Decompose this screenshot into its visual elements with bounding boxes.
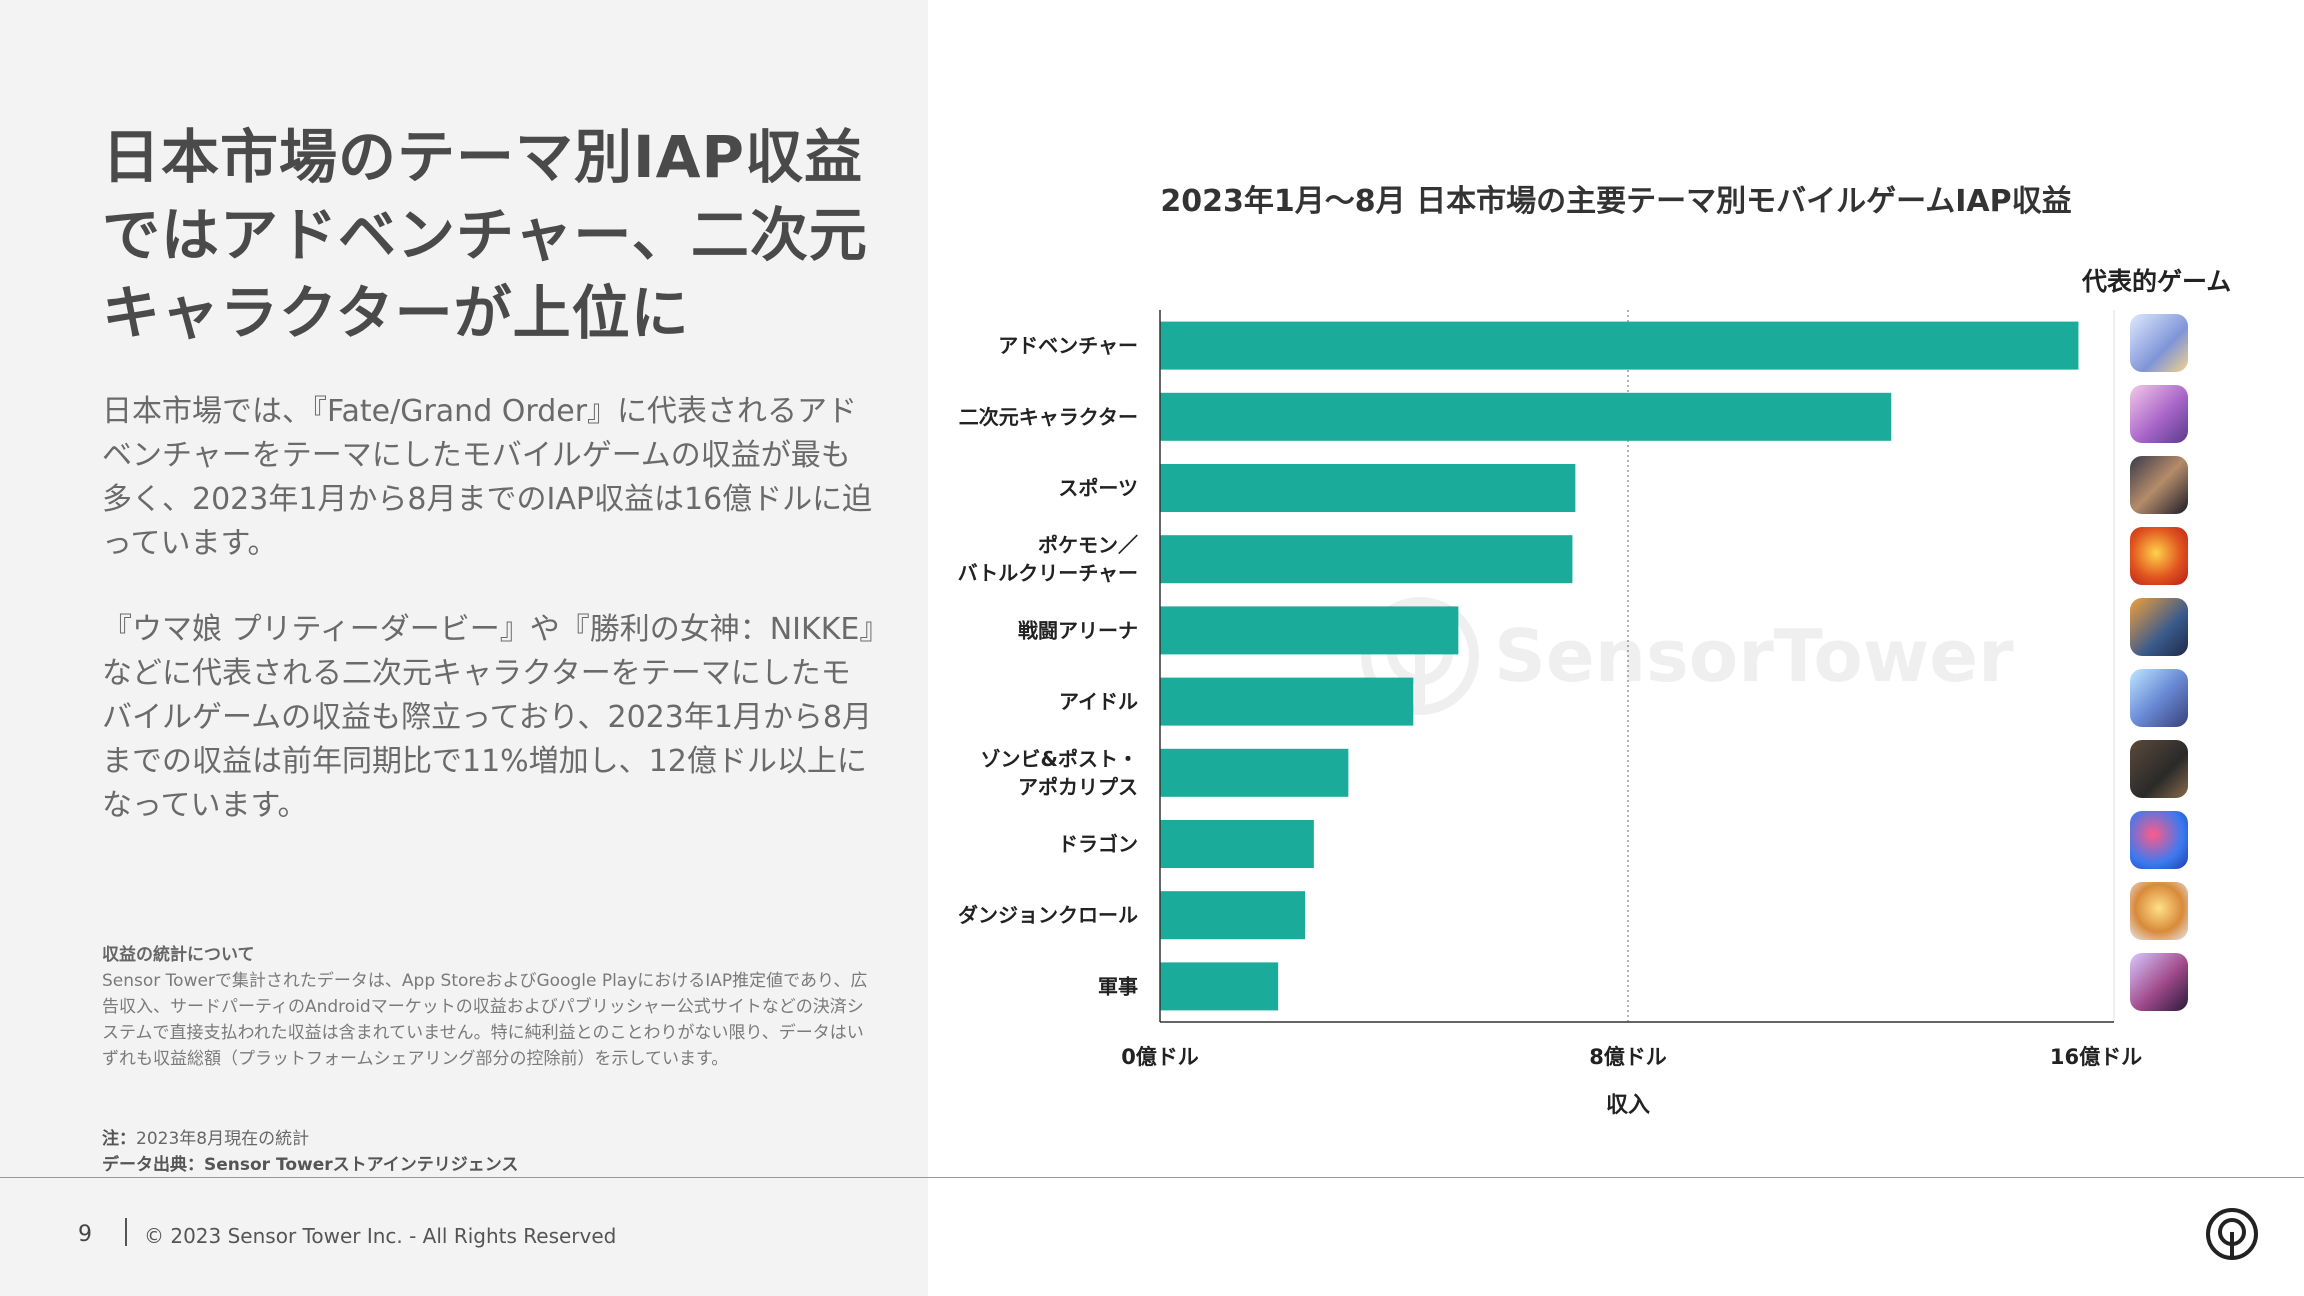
note-label: 注： (102, 1129, 136, 1149)
stats-note-text: Sensor Towerで集計されたデータは、App StoreおよびGoogl… (102, 971, 868, 1069)
x-tick-label: 16億ドル (2050, 1045, 2142, 1069)
bar (1160, 748, 1349, 797)
stats-note-heading: 収益の統計について (102, 945, 255, 965)
category-label: スポーツ (1058, 476, 1138, 500)
chart-panel (928, 0, 2304, 1296)
source-label: データ出典： (102, 1155, 204, 1175)
bar (1160, 962, 1279, 1011)
body-paragraph-2: 『ウマ娘 プリティーダービー』や『勝利の女神：NIKKE』などに代表される二次元… (102, 608, 878, 828)
bar (1160, 321, 2079, 370)
category-label: アイドル (1059, 690, 1138, 714)
stats-note: 収益の統計について Sensor Towerで集計されたデータは、App Sto… (102, 942, 874, 1072)
bar (1160, 464, 1576, 512)
game-icon-battle-arena (2130, 598, 2188, 656)
note-text: 2023年8月現在の統計 (136, 1129, 310, 1149)
copyright-text: © 2023 Sensor Tower Inc. - All Rights Re… (144, 1224, 617, 1248)
x-tick-label: 8億ドル (1589, 1045, 1667, 1069)
bar (1160, 535, 1573, 584)
game-icon-zombie-apocalypse (2130, 740, 2188, 798)
game-icon-konami-sports (2130, 456, 2188, 514)
bar (1160, 891, 1306, 940)
watermark-text: SensorTower (1494, 614, 2014, 698)
left-panel (0, 0, 928, 1296)
bar (1160, 392, 1892, 441)
source-text: Sensor Towerストアインテリジェンス (204, 1155, 519, 1175)
sensortower-footer-logo-icon (2206, 1208, 2258, 1260)
category-label: アポカリプス (1018, 775, 1138, 799)
bar (1160, 606, 1459, 655)
footer-divider (0, 1177, 2304, 1178)
x-tick-label: 0億ドル (1121, 1045, 1199, 1069)
game-icon-monster-strike (2130, 527, 2188, 585)
bar (1160, 677, 1414, 726)
category-label: 軍事 (1098, 974, 1138, 998)
body-paragraph-1: 日本市場では、『Fate/Grand Order』に代表されるアドベンチャーをテ… (102, 390, 878, 566)
category-label: ポケモン／ (1038, 533, 1138, 557)
game-icon-military (2130, 953, 2188, 1011)
footer-separator (125, 1218, 127, 1246)
note-line: 注：2023年8月現在の統計 (102, 1126, 874, 1152)
category-label: 戦闘アリーナ (1018, 618, 1138, 642)
game-icon-dungeon-crawl (2130, 882, 2188, 940)
category-label: ドラゴン (1058, 832, 1138, 856)
page-headline: 日本市場のテーマ別IAP収益ではアドベンチャー、二次元キャラクターが上位に (102, 123, 868, 347)
category-label: ゾンビ&ポスト・ (981, 747, 1138, 771)
source-line: データ出典：Sensor Towerストアインテリジェンス (102, 1152, 874, 1178)
game-icon-fate-grand-order (2130, 314, 2188, 372)
footnote: 注：2023年8月現在の統計 データ出典：Sensor Towerストアインテリ… (102, 1126, 874, 1178)
representative-games-header: 代表的ゲーム (2082, 267, 2232, 296)
bar (1160, 820, 1314, 868)
category-label: 二次元キャラクター (959, 405, 1138, 429)
x-axis-label: 収入 (1606, 1093, 1650, 1118)
body-paragraph-1-text: 日本市場では、『Fate/Grand Order』に代表されるアドベンチャーをテ… (102, 394, 873, 561)
category-label: アドベンチャー (998, 334, 1138, 358)
game-icon-idol (2130, 669, 2188, 727)
game-icon-puzzle-dragons (2130, 811, 2188, 869)
category-label: バトルクリーチャー (958, 561, 1138, 585)
page-number: 9 (78, 1222, 92, 1247)
chart-title: 2023年1月～8月 日本市場の主要テーマ別モバイルゲームIAP収益 (1160, 184, 2072, 219)
body-paragraph-2-text: 『ウマ娘 プリティーダービー』や『勝利の女神：NIKKE』などに代表される二次元… (102, 612, 875, 823)
category-label: ダンジョンクロール (958, 903, 1138, 927)
game-icon-uma-musume (2130, 385, 2188, 443)
